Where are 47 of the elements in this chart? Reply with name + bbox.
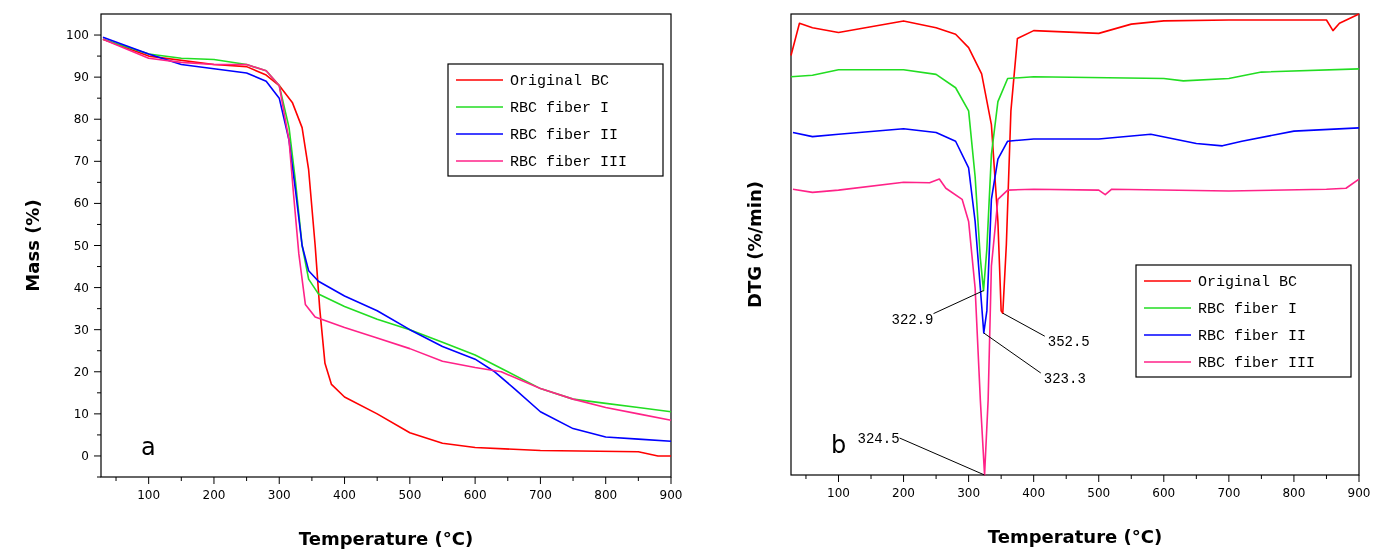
x-tick-label: 300	[267, 488, 291, 502]
x-tick-label: 500	[398, 488, 422, 502]
x-tick-label: 400	[333, 488, 356, 502]
annotation: 324.5	[857, 431, 900, 447]
legend-label: RBC fiber II	[510, 127, 619, 144]
legend-label: RBC fiber III	[1198, 355, 1316, 372]
legend-label: RBC fiber III	[510, 154, 628, 171]
y-tick-label: 80	[73, 112, 89, 127]
x-tick-label: 800	[1282, 486, 1306, 500]
legend-label: Original BC	[510, 73, 610, 90]
x-tick-label: 100	[137, 488, 161, 502]
x-tick-label: 700	[528, 488, 552, 502]
x-axis-title: Temperature (°C)	[298, 528, 474, 549]
x-tick-label: 200	[202, 488, 226, 502]
y-axis-title: DTG (%/min)	[744, 180, 765, 309]
y-tick-label: 40	[73, 280, 89, 295]
y-tick-label: 30	[73, 322, 89, 337]
annotation: a	[141, 433, 156, 461]
x-axis-title: Temperature (°C)	[987, 526, 1163, 547]
y-tick-label: 70	[73, 154, 89, 169]
x-tick-label: 300	[957, 486, 981, 500]
x-tick-label: 800	[594, 488, 618, 502]
annotation: b	[831, 431, 847, 459]
annotation: 352.5	[1047, 334, 1090, 351]
annotation: 322.9	[891, 311, 934, 328]
x-tick-label: 900	[1347, 486, 1371, 500]
y-tick-label: 60	[73, 196, 89, 211]
legend-label: RBC fiber II	[1198, 328, 1307, 345]
x-tick-label: 900	[659, 488, 683, 502]
x-tick-label: 500	[1087, 486, 1111, 500]
x-tick-label: 600	[463, 488, 487, 502]
x-tick-label: 100	[827, 486, 850, 500]
x-tick-label: 600	[1152, 486, 1176, 500]
x-tick-label: 400	[1022, 486, 1046, 500]
y-tick-label: 20	[73, 364, 89, 379]
legend-label: RBC fiber I	[1198, 301, 1298, 318]
y-tick-label: 100	[66, 28, 89, 43]
x-tick-label: 200	[892, 486, 916, 500]
legend-label: Original BC	[1198, 274, 1298, 291]
y-tick-label: 90	[73, 70, 89, 85]
y-axis-title: Mass (%)	[22, 199, 43, 292]
y-tick-label: 0	[81, 448, 89, 463]
y-tick-label: 50	[73, 238, 89, 253]
x-tick-label: 700	[1217, 486, 1241, 500]
annotation: 323.3	[1043, 371, 1086, 388]
legend-label: RBC fiber I	[510, 100, 610, 117]
y-tick-label: 10	[73, 406, 89, 421]
